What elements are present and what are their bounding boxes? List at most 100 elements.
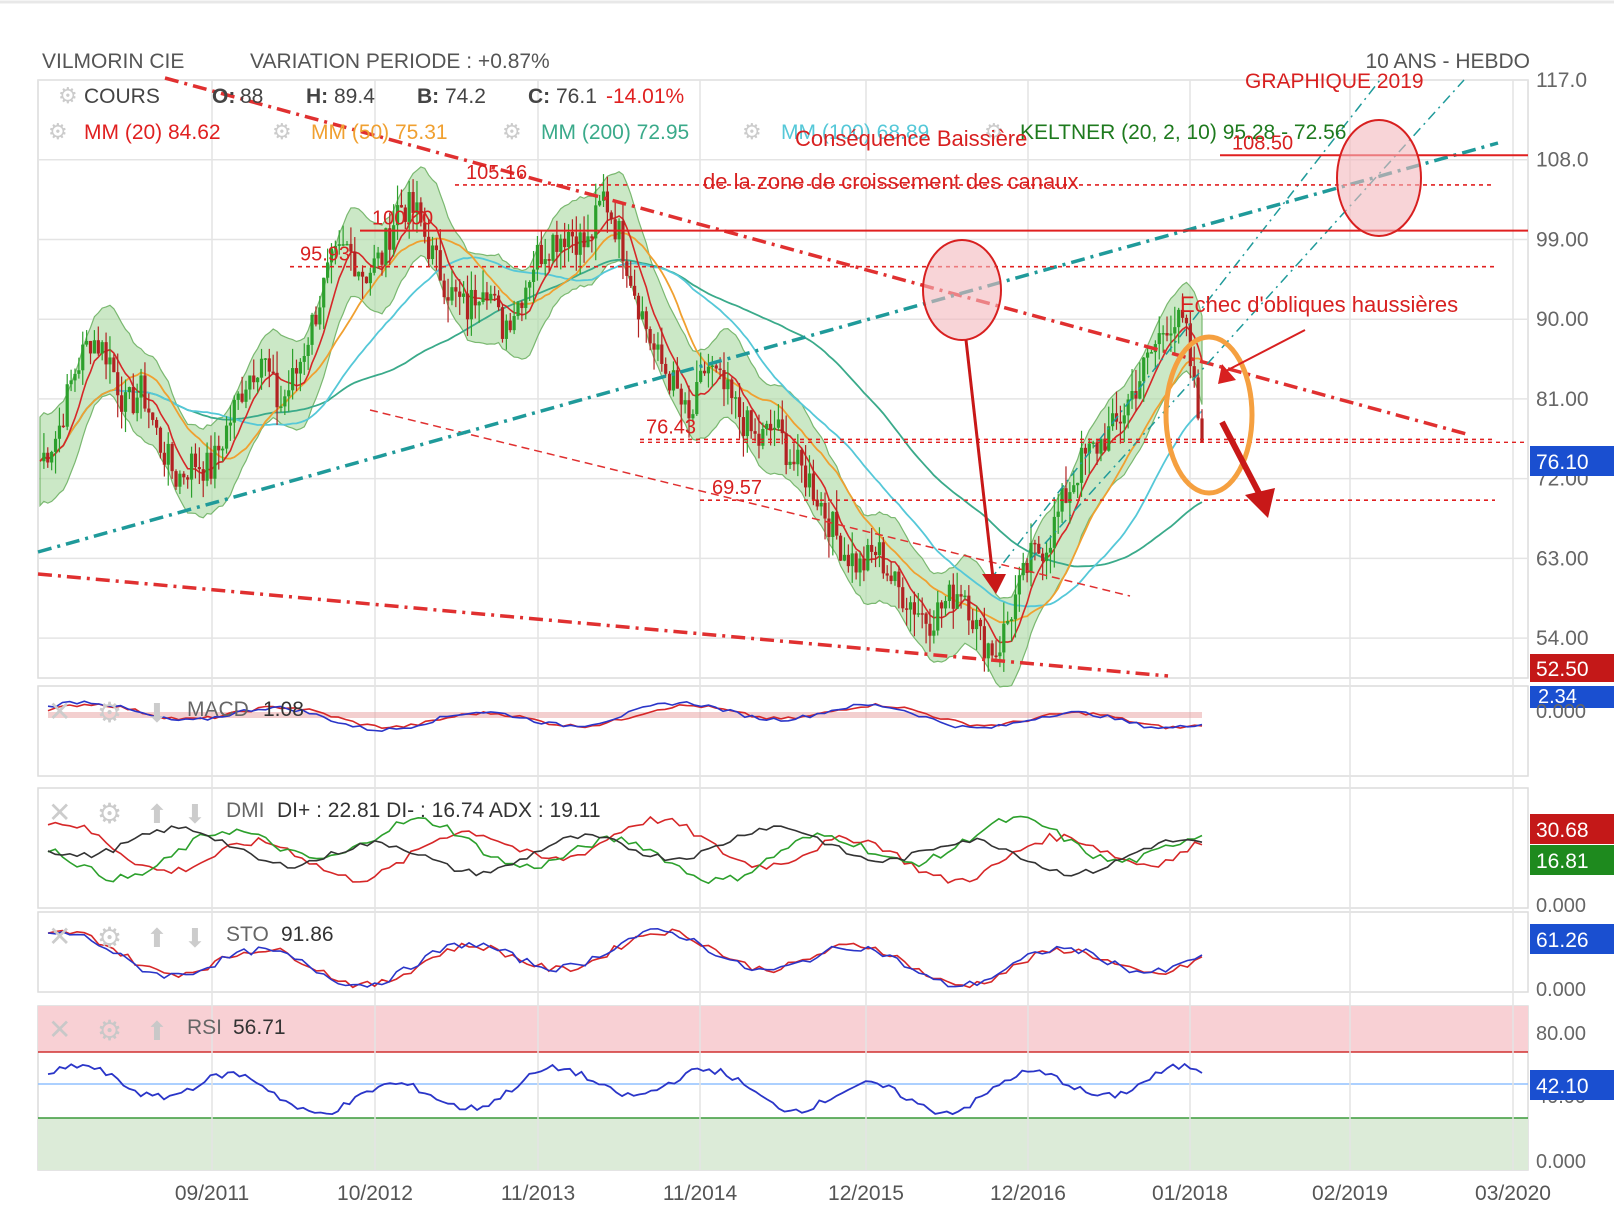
gear-icon[interactable]: ⚙ [97, 798, 122, 829]
candle-body [151, 412, 155, 420]
candle-body [85, 340, 89, 345]
candle-body [664, 363, 668, 374]
candle-body [462, 293, 466, 297]
arrow-up-icon[interactable]: ⬆ [146, 923, 168, 953]
cours-label: COURS [84, 85, 160, 108]
candle-body [765, 423, 769, 430]
candle-body [368, 272, 372, 284]
gear-icon[interactable]: ⚙ [97, 1015, 122, 1046]
arrow-down-icon[interactable]: ⬇ [184, 923, 206, 953]
candle-body [411, 192, 415, 213]
close-icon[interactable]: ✕ [48, 1014, 71, 1045]
candle-body [186, 477, 190, 480]
candle-body [757, 433, 761, 446]
candle-body [1087, 443, 1091, 454]
candle-body [815, 499, 819, 507]
candle-body [908, 602, 913, 610]
candle-body [1169, 333, 1173, 336]
candle-body [372, 258, 376, 273]
candle-body [920, 613, 924, 615]
arrow-up-icon[interactable]: ⬆ [146, 1016, 168, 1046]
candle-body [477, 301, 481, 306]
candle-body [419, 202, 423, 223]
gear-icon[interactable]: ⚙ [97, 697, 122, 728]
sto-title: STO [226, 923, 269, 946]
candle-body [1200, 418, 1204, 443]
candle-body [50, 451, 54, 463]
candle-body [613, 219, 617, 240]
arrow-head [1218, 364, 1236, 384]
candle-body [990, 643, 994, 656]
gear-icon[interactable]: ⚙ [272, 119, 292, 144]
candle-body [1076, 482, 1080, 486]
candle-body [53, 438, 58, 452]
candle-body [92, 340, 97, 354]
candle-body [123, 392, 128, 412]
macd-line [47, 700, 1203, 733]
annotation-consequence: Conséquence Baissière [795, 126, 1027, 151]
stock-name: VILMORIN CIE [42, 50, 184, 73]
gear-icon[interactable]: ⚙ [502, 119, 522, 144]
candle-body [1009, 619, 1014, 622]
dmi-plus-line [47, 815, 1203, 885]
candle-body [986, 643, 990, 659]
candle-body [298, 361, 302, 374]
arrow-down-icon[interactable]: ⬇ [184, 799, 206, 829]
candle-body [531, 269, 536, 283]
candle-body [1037, 543, 1041, 554]
candle-body [547, 259, 551, 261]
candle-body [578, 232, 582, 255]
candle-body [998, 652, 1002, 657]
keltner-band [39, 166, 1203, 688]
x-axis-ticks: 09/2011 10/2012 11/2013 11/2014 12/2015 12/20… [175, 1182, 1551, 1205]
gear-icon[interactable]: ⚙ [48, 119, 68, 144]
high-value: 89.4 [334, 85, 375, 108]
ascending-channel-line [989, 79, 1381, 581]
variation-period: VARIATION PERIODE : +0.87% [250, 50, 550, 73]
gear-icon[interactable]: ⚙ [97, 922, 122, 953]
arrow-up-icon[interactable]: ⬆ [146, 799, 168, 829]
candle-body [1091, 442, 1095, 444]
candle-body [722, 370, 726, 390]
candle-body [932, 630, 936, 636]
candle-body [1177, 309, 1181, 328]
close-icon[interactable]: ✕ [48, 921, 71, 952]
gear-icon[interactable]: ⚙ [742, 119, 762, 144]
candle-body [734, 397, 738, 399]
candle-body [353, 251, 357, 277]
candle-body [1041, 553, 1045, 562]
candle-body [897, 571, 901, 588]
candle-body [1130, 391, 1134, 400]
candle-body [57, 425, 62, 439]
candle-body [854, 553, 858, 573]
candle-body [691, 414, 695, 419]
close-icon[interactable]: ✕ [48, 696, 71, 727]
dmi-minus-line [47, 815, 1203, 884]
candle-body [485, 292, 489, 301]
dmi-header: ✕ ⚙ ⬆ ⬇ DMI DI+ : 22.81 DI- : 16.74 ADX … [48, 797, 601, 829]
descending-trendline-upper [164, 76, 1471, 437]
level-labels: 108.50 105.16 100.00 95.93 76.43 69.57 [300, 132, 1293, 499]
last-price-badge-bg [1530, 446, 1614, 476]
gear-icon[interactable]: ⚙ [58, 83, 78, 108]
macd-header: ✕ ⚙ ⬇ MACD 1.08 [48, 696, 304, 728]
candle-body [360, 271, 365, 277]
candle-body [967, 595, 971, 621]
arrow-down-icon[interactable]: ⬇ [146, 698, 168, 728]
candle-body [1095, 442, 1099, 454]
sto-lines [47, 927, 1203, 989]
candle-body [873, 551, 878, 556]
candle-body [512, 316, 516, 331]
macd-value: 1.08 [263, 698, 304, 721]
candle-body [543, 259, 547, 265]
low-value: 74.2 [445, 85, 486, 108]
candle-body [982, 626, 986, 659]
legend: ⚙ COURS O: 88 H: 89.4 B: 74.2 C: 76.1 -1… [48, 83, 1346, 144]
candle-body [702, 370, 707, 374]
close-icon[interactable]: ✕ [48, 797, 71, 828]
rsi-badge: 42.10 [1536, 1075, 1589, 1098]
candle-body [182, 473, 186, 478]
mm20-label: MM (20) 84.62 [84, 121, 221, 144]
gear-icon[interactable]: ⚙ [984, 119, 1004, 144]
macd-badge: 2.34 [1538, 686, 1577, 708]
